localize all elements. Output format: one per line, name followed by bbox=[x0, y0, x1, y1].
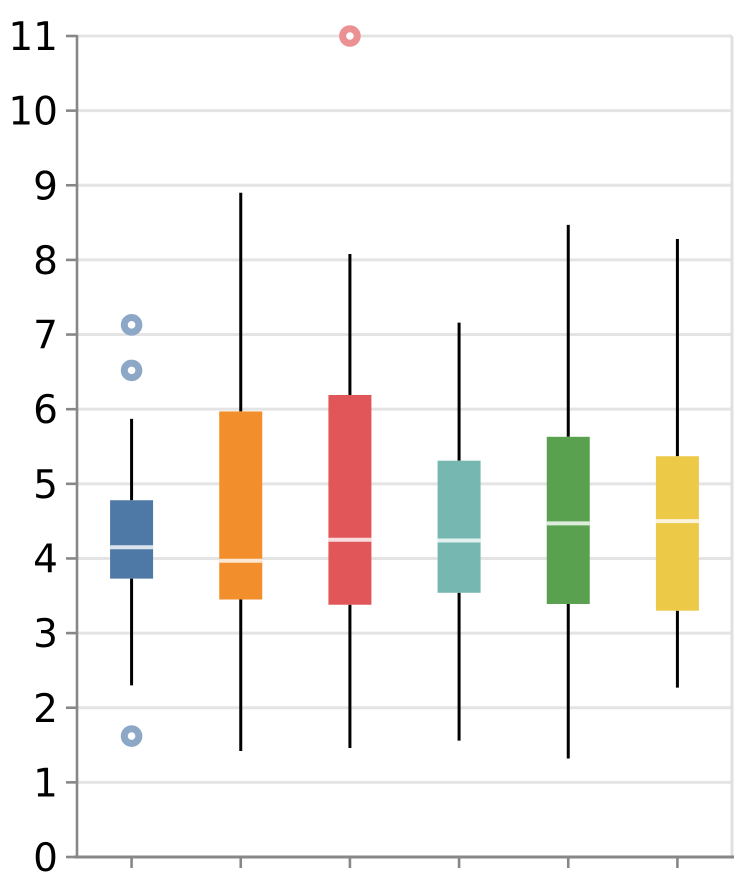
y-tick-label-8: 8 bbox=[33, 239, 58, 284]
y-tick-label-6: 6 bbox=[33, 388, 58, 433]
box-rect-group-1 bbox=[110, 500, 154, 579]
box-rect-group-5 bbox=[546, 436, 590, 604]
box-rect-group-4 bbox=[437, 460, 481, 593]
outlier-marker-group-3-1 bbox=[339, 25, 361, 47]
y-tick-label-5: 5 bbox=[33, 463, 58, 508]
y-tick-label-10: 10 bbox=[8, 90, 58, 135]
y-tick-label-3: 3 bbox=[33, 612, 58, 657]
outlier-marker-group-1-3 bbox=[120, 725, 143, 747]
y-tick-label-1: 1 bbox=[33, 761, 58, 806]
box-rect-group-6 bbox=[655, 456, 699, 611]
y-tick-label-0: 0 bbox=[33, 836, 58, 881]
y-tick-label-9: 9 bbox=[33, 164, 58, 209]
outlier-marker-group-1-2 bbox=[120, 359, 143, 382]
box-rect-group-3 bbox=[328, 395, 372, 605]
outlier-marker-group-1-1 bbox=[120, 314, 143, 336]
y-tick-label-2: 2 bbox=[33, 687, 58, 732]
y-tick-label-7: 7 bbox=[33, 314, 58, 359]
y-tick-label-4: 4 bbox=[33, 537, 58, 582]
box-rect-group-2 bbox=[219, 411, 263, 600]
y-tick-label-11: 11 bbox=[8, 15, 58, 60]
